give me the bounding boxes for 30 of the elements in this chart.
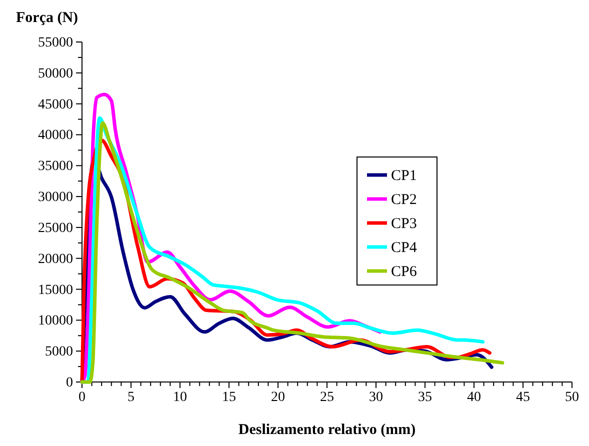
x-tick-label: 25 (320, 390, 334, 405)
legend-label: CP4 (391, 240, 418, 256)
x-axis-title: Deslizamento relativo (mm) (238, 422, 416, 438)
y-tick-label: 35000 (38, 159, 73, 174)
legend-label: CP3 (391, 216, 417, 232)
y-tick-label: 45000 (38, 97, 73, 112)
legend-label: CP6 (391, 264, 418, 280)
y-tick-label: 10000 (38, 314, 73, 329)
y-tick-label: 0 (66, 375, 73, 390)
x-tick-label: 0 (78, 390, 86, 405)
x-tick-label: 35 (418, 390, 432, 405)
x-tick-label: 40 (467, 390, 481, 405)
y-tick-label: 40000 (38, 128, 73, 144)
y-axis-title: Força (N) (16, 10, 78, 26)
y-tick-label: 25000 (38, 220, 73, 236)
x-tick-label: 30 (369, 390, 383, 405)
y-tick-label: 55000 (38, 35, 73, 50)
legend-label: CP2 (391, 192, 417, 208)
x-tick-label: 15 (222, 390, 236, 405)
x-tick-label: 5 (128, 390, 134, 405)
x-tick-label: 50 (565, 390, 579, 405)
y-tick-label: 15000 (38, 282, 73, 298)
y-tick-label: 20000 (38, 252, 73, 267)
x-tick-label: 45 (516, 390, 530, 405)
y-tick-label: 5000 (45, 344, 73, 360)
y-tick-label: 50000 (38, 66, 73, 82)
y-tick-label: 30000 (38, 190, 73, 206)
x-tick-label: 10 (173, 390, 187, 405)
x-tick-label: 20 (271, 390, 285, 405)
legend-label: CP1 (391, 168, 417, 184)
